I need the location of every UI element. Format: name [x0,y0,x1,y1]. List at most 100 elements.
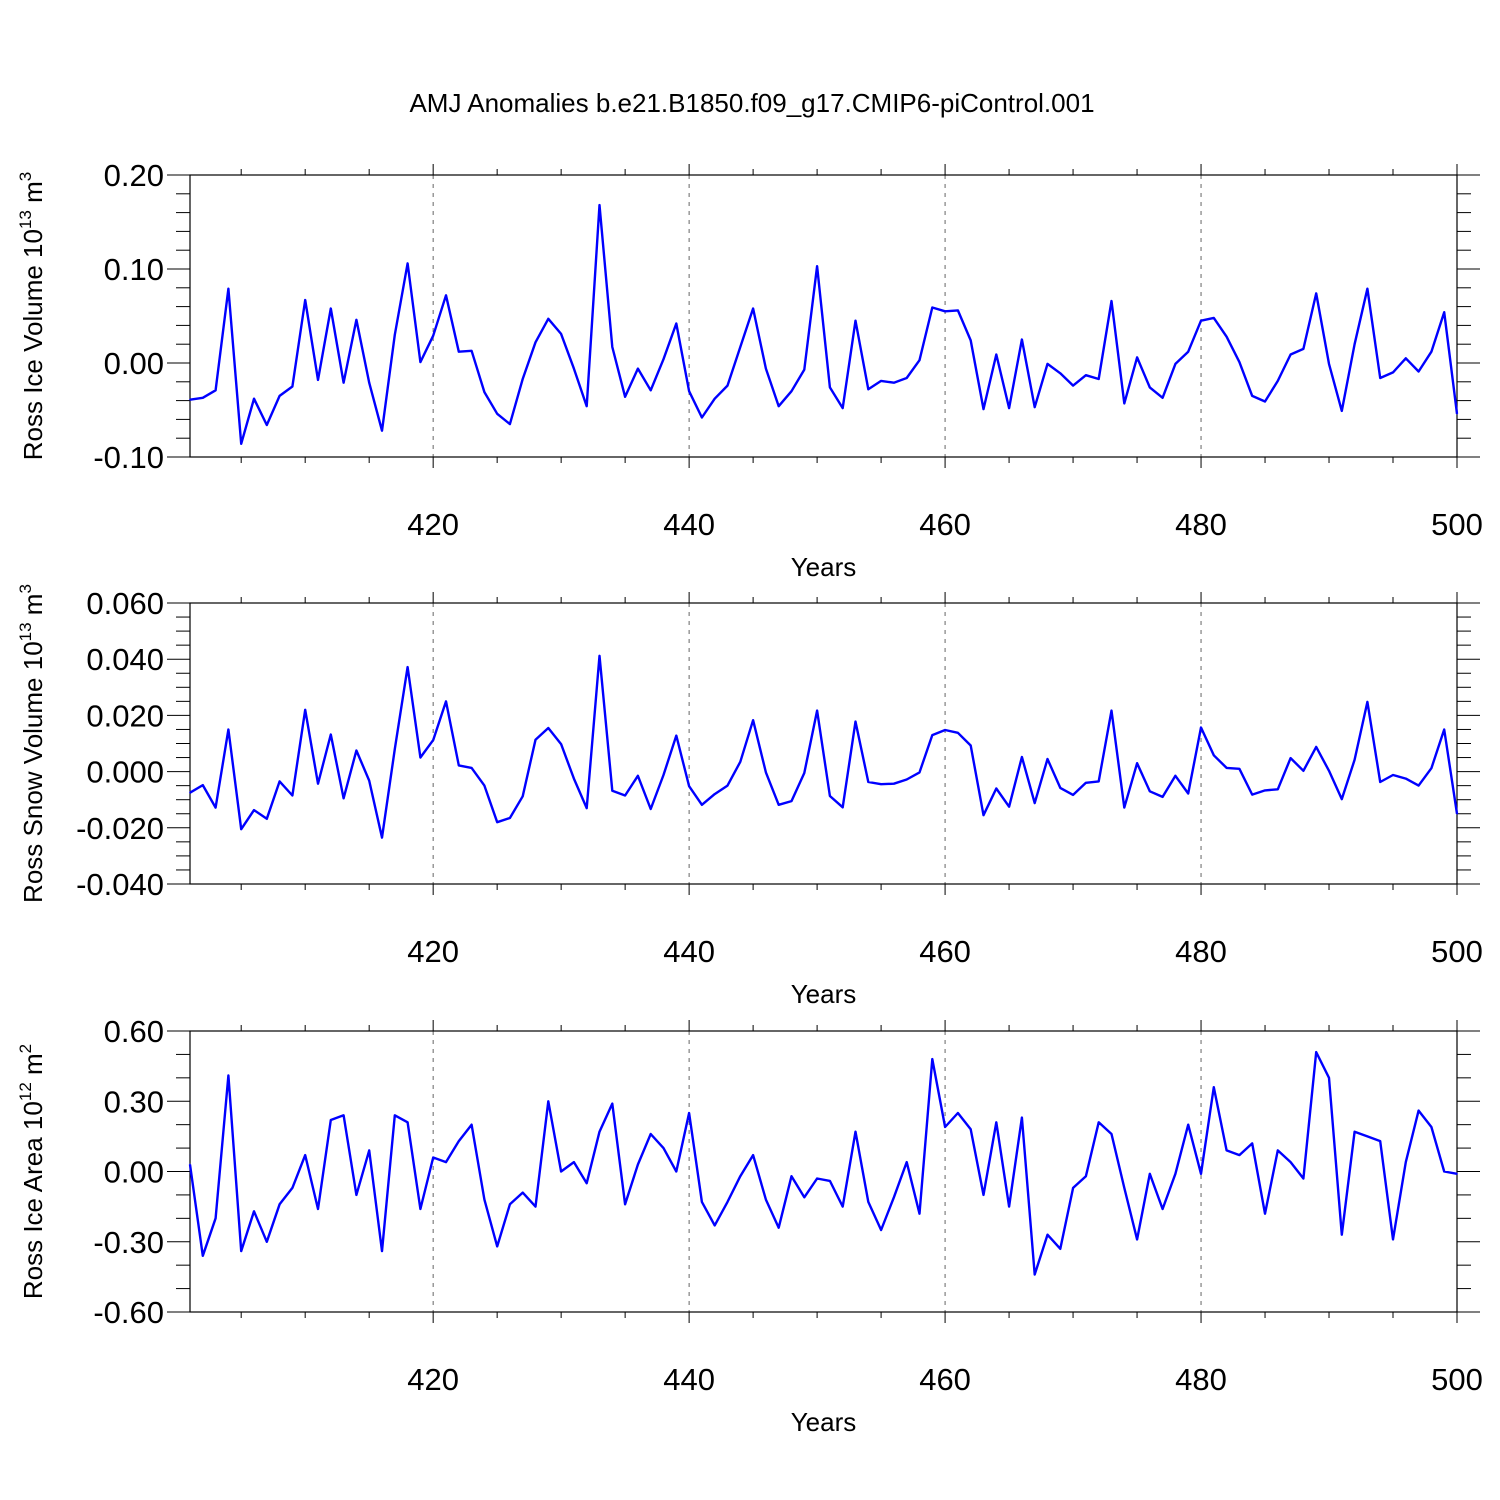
data-point [1097,378,1100,380]
data-point [777,803,780,806]
data-point [880,380,882,382]
data-point [854,1130,857,1133]
data-point [931,1058,934,1060]
data-point [880,783,882,786]
data-point [1200,1173,1202,1175]
data-point [701,803,703,806]
data-point [381,1250,383,1252]
data-point [905,778,908,781]
data-point [1430,350,1433,353]
data-point [1136,356,1138,359]
data-point [1238,767,1241,770]
data-point [841,1205,844,1208]
data-point [1417,370,1420,373]
data-point [189,791,191,794]
data-point [214,1217,217,1220]
data-point [534,341,537,344]
plot-frame [189,1030,1458,1313]
data-point [1149,386,1151,389]
data-point [1072,384,1074,387]
data-point [1174,1173,1177,1175]
data-point [816,265,818,267]
data-point [893,1196,895,1199]
data-point [1366,287,1369,290]
data-point [713,397,716,400]
data-point [598,204,601,206]
data-point [816,1177,818,1180]
data-point [1085,1175,1087,1177]
data-point [1456,412,1458,415]
data-point [1200,319,1202,322]
data-point [1110,709,1113,712]
data-point [918,359,921,361]
data-point [521,1191,524,1194]
data-point [317,1208,319,1210]
y-tick-label: 0.10 [104,252,164,287]
data-point [995,1121,998,1124]
data-point [598,655,601,657]
data-point [649,808,652,810]
x-tick-label: 460 [919,1362,971,1397]
y-tick-label: 0.20 [104,158,164,193]
data-point [1405,777,1407,780]
data-point [1251,395,1254,397]
data-point [1008,1205,1010,1208]
series-line [189,203,1459,445]
x-tick-label: 460 [919,934,971,969]
data-point [790,390,793,393]
data-point [726,1201,729,1203]
data-point [1341,798,1343,800]
plot-frame [189,174,1458,458]
data-point [1405,357,1407,360]
data-point [560,743,562,745]
data-point [1213,1086,1215,1088]
x-axis-title: Years [791,979,857,1009]
data-point [406,1121,409,1124]
data-point [496,1245,498,1248]
y-tick-label: 0.040 [86,642,164,677]
data-point [688,1112,690,1114]
figure-title: AMJ Anomalies b.e21.B1850.f09_g17.CMIP6-… [409,88,1094,118]
data-point [253,809,255,811]
data-point [752,1154,754,1156]
data-point [521,795,524,798]
data-point [931,734,934,736]
data-point [1417,784,1420,787]
data-point [611,1102,614,1105]
data-point [534,739,537,741]
data-point [1046,1233,1049,1236]
data-point [406,666,409,668]
data-point [675,322,678,325]
data-point [1021,756,1023,758]
y-axis-title-unit-exponent: 2 [16,1044,35,1053]
data-point [534,1205,537,1208]
x-tick-label: 460 [919,507,971,542]
data-point [598,1130,601,1133]
data-point [752,719,754,721]
data-point [765,771,767,774]
data-point [982,814,985,816]
data-point [1328,769,1330,772]
data-point [1008,407,1010,409]
data-point [1225,335,1228,338]
data-point [393,1114,396,1117]
data-point [1379,377,1382,379]
data-point [560,333,562,335]
data-point [944,1126,946,1128]
data-point [253,397,255,400]
data-point [1059,372,1062,375]
data-point [841,407,844,409]
y-axis-title-unit: m [18,1053,48,1082]
data-point [1392,774,1394,776]
y-tick-label: 0.060 [86,586,164,621]
data-point [637,775,639,777]
data-point [726,784,729,787]
series-line [189,654,1459,839]
y-tick-label: 0.00 [104,346,164,381]
data-point [406,262,409,265]
data-point [1315,292,1318,295]
y-tick-label: -0.60 [93,1295,164,1330]
data-point [1264,1212,1266,1215]
x-tick-label: 500 [1431,934,1483,969]
